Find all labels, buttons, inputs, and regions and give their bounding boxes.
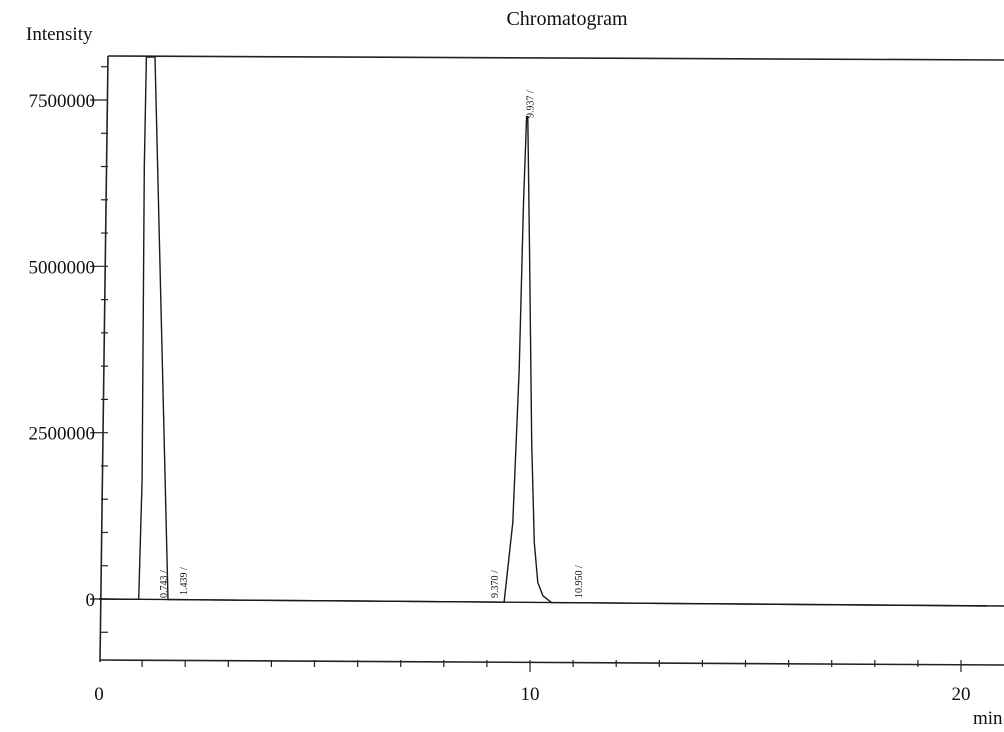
- x-axis-title: min: [973, 708, 1003, 729]
- peak-labels: 0.743 / 1.439 / 9.370 / 9.937 / 10.950 /: [159, 90, 585, 598]
- x-tick-label-1: 10: [521, 684, 540, 705]
- chart-title: Chromatogram: [506, 8, 628, 30]
- peak-label-3: 9.937 /: [525, 90, 536, 118]
- x-tick-label-0: 0: [94, 684, 104, 705]
- y-axis-title: Intensity: [26, 24, 93, 45]
- plot-frame-bottom: [99, 659, 1004, 666]
- series-line-0: [98, 56, 987, 607]
- y-tick-label-2: 5000000: [29, 257, 96, 278]
- peak-label-0: 0.743 /: [159, 570, 170, 598]
- y-axis-ticks: 0 2500000 5000000 7500000: [29, 66, 108, 633]
- plot-frame-top: [107, 55, 1004, 61]
- plot-frame-left: [99, 55, 109, 663]
- x-axis-ticks: 0 10 20: [94, 660, 971, 705]
- series-group: [98, 56, 987, 607]
- peak-label-1: 1.439 /: [179, 567, 190, 595]
- peak-label-4: 10.950 /: [574, 565, 585, 598]
- y-tick-label-1: 2500000: [29, 424, 96, 445]
- y-tick-label-0: 0: [86, 590, 96, 611]
- peak-label-2: 9.370 /: [490, 570, 501, 598]
- y-tick-label-3: 7500000: [29, 91, 96, 112]
- x-tick-label-2: 20: [952, 684, 971, 705]
